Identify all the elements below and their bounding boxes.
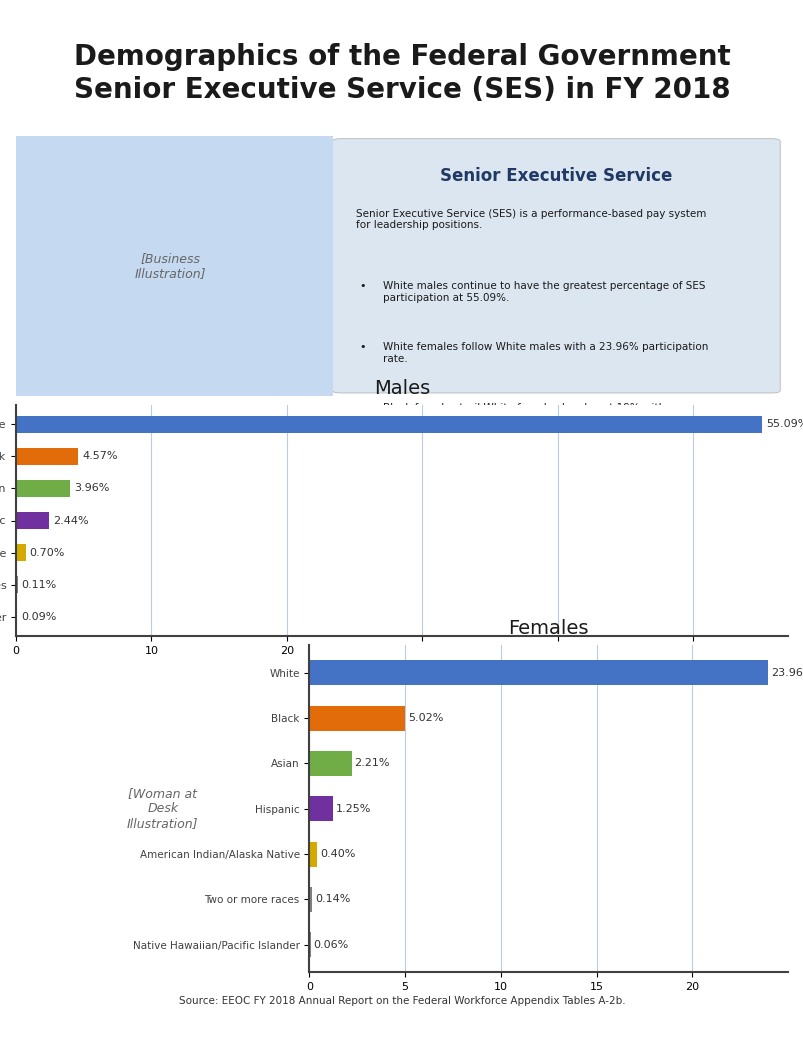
Bar — [309, 796, 333, 821]
Text: 5.02%: 5.02% — [408, 713, 443, 723]
Text: 3.96%: 3.96% — [74, 483, 109, 493]
Text: 55.09%: 55.09% — [765, 420, 803, 430]
Text: 1.25%: 1.25% — [336, 804, 371, 814]
Text: Senior Executive Service (SES) is a performance-based pay system
for leadership : Senior Executive Service (SES) is a perf… — [355, 209, 705, 230]
Text: •: • — [359, 403, 365, 413]
Text: Demographics of the Federal Government
Senior Executive Service (SES) in FY 2018: Demographics of the Federal Government S… — [74, 44, 729, 104]
Text: 0.09%: 0.09% — [22, 611, 57, 621]
Title: Females: Females — [507, 619, 588, 638]
Title: Males: Males — [373, 379, 430, 398]
Bar — [309, 842, 316, 866]
Text: •: • — [359, 342, 365, 353]
Bar — [16, 415, 761, 433]
Text: [Woman at
Desk
Illustration]: [Woman at Desk Illustration] — [127, 787, 198, 831]
Bar — [16, 448, 78, 465]
Text: 0.06%: 0.06% — [313, 940, 349, 949]
Text: 0.70%: 0.70% — [30, 548, 65, 558]
Text: •: • — [359, 281, 365, 291]
Text: Senior Executive Service: Senior Executive Service — [439, 168, 672, 185]
Text: [Business
Illustration]: [Business Illustration] — [135, 252, 206, 280]
Text: Source: EEOC FY 2018 Annual Report on the Federal Workforce Appendix Tables A-2b: Source: EEOC FY 2018 Annual Report on th… — [178, 996, 625, 1006]
Text: 4.57%: 4.57% — [82, 452, 117, 461]
Text: 0.11%: 0.11% — [22, 580, 57, 589]
Text: 2.21%: 2.21% — [354, 759, 389, 768]
Text: White males continue to have the greatest percentage of SES
participation at 55.: White males continue to have the greates… — [382, 281, 704, 303]
Bar — [16, 512, 49, 529]
Bar — [309, 751, 351, 776]
FancyBboxPatch shape — [16, 136, 332, 396]
Bar — [16, 576, 18, 593]
FancyBboxPatch shape — [332, 138, 779, 393]
Bar — [309, 887, 312, 912]
Bar — [16, 543, 26, 561]
Bar — [309, 706, 405, 731]
Bar — [16, 608, 18, 626]
Bar — [16, 480, 70, 498]
Bar — [309, 660, 767, 685]
Text: White females follow White males with a 23.96% participation
rate.: White females follow White males with a … — [382, 342, 707, 364]
Text: 0.14%: 0.14% — [315, 894, 350, 905]
Bar — [309, 933, 310, 958]
Text: 0.40%: 0.40% — [320, 849, 355, 859]
Text: 2.44%: 2.44% — [53, 515, 88, 526]
Text: Black females trail White females by almost 19% with a
participation rate of 5.0: Black females trail White females by alm… — [382, 403, 674, 425]
Text: 23.96%: 23.96% — [770, 667, 803, 678]
